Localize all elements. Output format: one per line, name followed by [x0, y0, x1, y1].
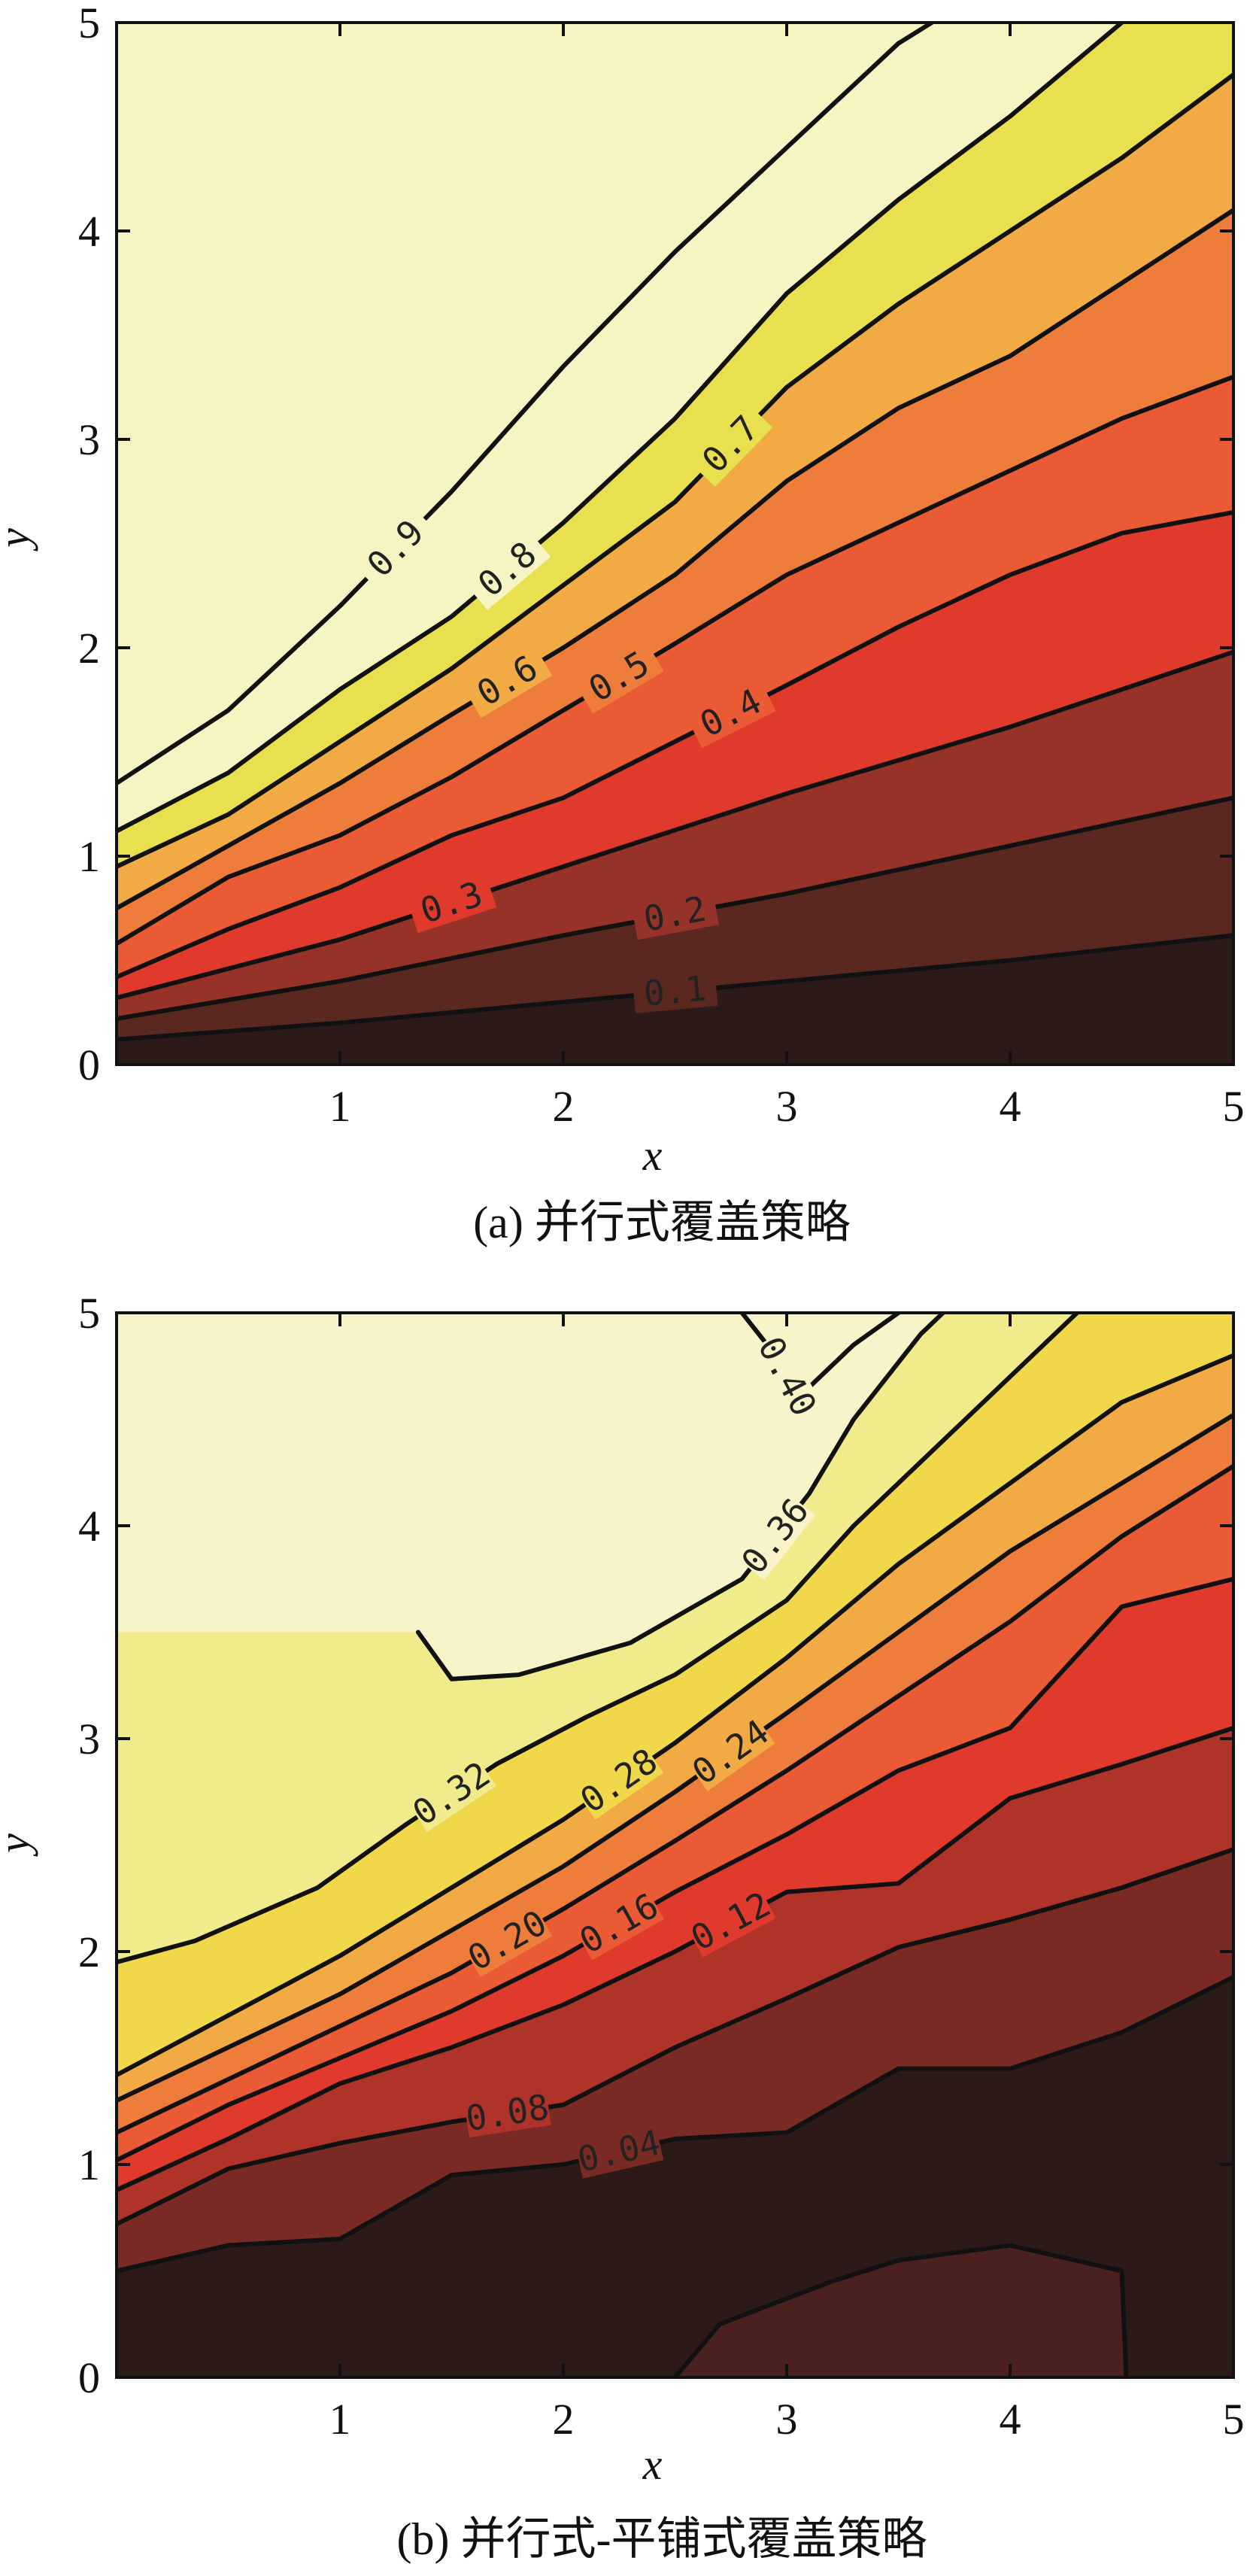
contour-label: 0.1: [642, 968, 708, 1013]
contour-line: [117, 1463, 1233, 2135]
contour-line: [117, 1313, 1080, 1965]
x-tick-label: 5: [1223, 2395, 1245, 2444]
contour-label-bg: [575, 2125, 664, 2179]
contour-line: [117, 649, 1233, 1001]
contour-band: [675, 2245, 1127, 2377]
y-tick-label: 1: [78, 2140, 100, 2189]
contour-label-bg: [406, 873, 497, 934]
y-tick-label: 2: [78, 1927, 100, 1976]
plot-frame: [115, 21, 1235, 1066]
contour-label-bg: [689, 402, 773, 488]
contour-line: [117, 374, 1233, 946]
contour-line: [117, 1412, 1233, 2104]
y-tick-label: 2: [78, 624, 100, 673]
x-axis-label: x: [642, 2440, 663, 2489]
plot-area: 0.040.080.120.160.200.240.280.320.360.40: [117, 1313, 1233, 2377]
x-tick-label: 4: [1000, 2395, 1021, 2444]
contour-line: [672, 2243, 1129, 2377]
contour-line: [117, 1847, 1233, 2227]
x-axis: 1 2 3 4 5: [329, 1313, 1245, 2444]
y-tick-label: 0: [78, 1040, 100, 1089]
contour-line: [117, 509, 1233, 980]
contour-line: [117, 23, 1124, 834]
x-tick-label: 1: [329, 2395, 351, 2444]
figure-caption: (a) 并行式覆盖策略: [473, 1198, 851, 1247]
contour-label-bg: [631, 889, 719, 940]
x-tick-label: 1: [329, 1082, 351, 1131]
y-tick-label: 3: [78, 415, 100, 464]
contour-label-bg: [353, 506, 438, 591]
plot-frame: [115, 1311, 1235, 2379]
x-axis: 1 2 3 4 5: [329, 23, 1245, 1131]
y-axis-label: y: [0, 528, 38, 551]
contour-band: [117, 1313, 1233, 1679]
panel-a: 0.10.20.30.40.50.60.70.80.9 1 2 3 4 5 0 1 2 3 4 5 x y…: [0, 0, 1245, 1247]
contour-label-bg: [685, 679, 776, 749]
figure-caption: (b) 并行式-平铺式覆盖策略: [397, 2514, 927, 2564]
x-axis-label: x: [642, 1131, 663, 1180]
contour-line: [117, 1576, 1233, 2163]
y-tick-label: 1: [78, 832, 100, 881]
contour-line: [117, 1974, 1233, 2274]
contour-label-bg: [463, 1904, 553, 1977]
contour-label-bg: [751, 1332, 822, 1422]
contour-label-bg: [632, 970, 718, 1014]
y-tick-label: 5: [78, 1289, 100, 1338]
plot-area: 0.10.20.30.40.50.60.70.80.9: [117, 23, 1233, 1065]
contour-line: [117, 72, 1233, 869]
x-tick-label: 3: [776, 1082, 798, 1131]
x-tick-label: 2: [553, 2395, 575, 2444]
x-tick-label: 4: [1000, 1082, 1021, 1131]
panel-b: 0.040.080.120.160.200.240.280.320.360.40…: [0, 1289, 1245, 2564]
y-tick-label: 0: [78, 2353, 100, 2402]
y-axis: 0 1 2 3 4 5: [78, 0, 1233, 1089]
contour-line: [415, 1313, 945, 1681]
contour-label-bg: [574, 1888, 664, 1961]
contour-label-bg: [575, 1742, 664, 1820]
contour-line: [117, 208, 1233, 911]
contour-label-bg: [464, 529, 551, 610]
x-tick-label: 2: [553, 1082, 575, 1131]
contour-label-bg: [407, 1756, 496, 1833]
contour-line: [117, 23, 935, 786]
x-tick-label: 3: [776, 2395, 798, 2444]
y-tick-label: 4: [78, 207, 100, 256]
y-tick-label: 3: [78, 1715, 100, 1763]
contour-label-bg: [574, 639, 664, 714]
x-tick-label: 5: [1223, 1082, 1245, 1131]
contour-label-bg: [686, 1714, 775, 1791]
contour-label-bg: [736, 1493, 816, 1581]
contour-band: [117, 23, 1233, 784]
contour-label-bg: [685, 1886, 776, 1958]
contour-label-bg: [463, 644, 553, 718]
y-tick-label: 5: [78, 0, 100, 47]
contour-line: [117, 1725, 1233, 2192]
y-axis-label: y: [0, 1833, 38, 1857]
contour-label-bg: [463, 2089, 551, 2138]
contour-line: [117, 1353, 1233, 2078]
y-tick-label: 4: [78, 1502, 100, 1551]
y-axis: 0 1 2 3 4 5: [78, 1289, 1233, 2402]
